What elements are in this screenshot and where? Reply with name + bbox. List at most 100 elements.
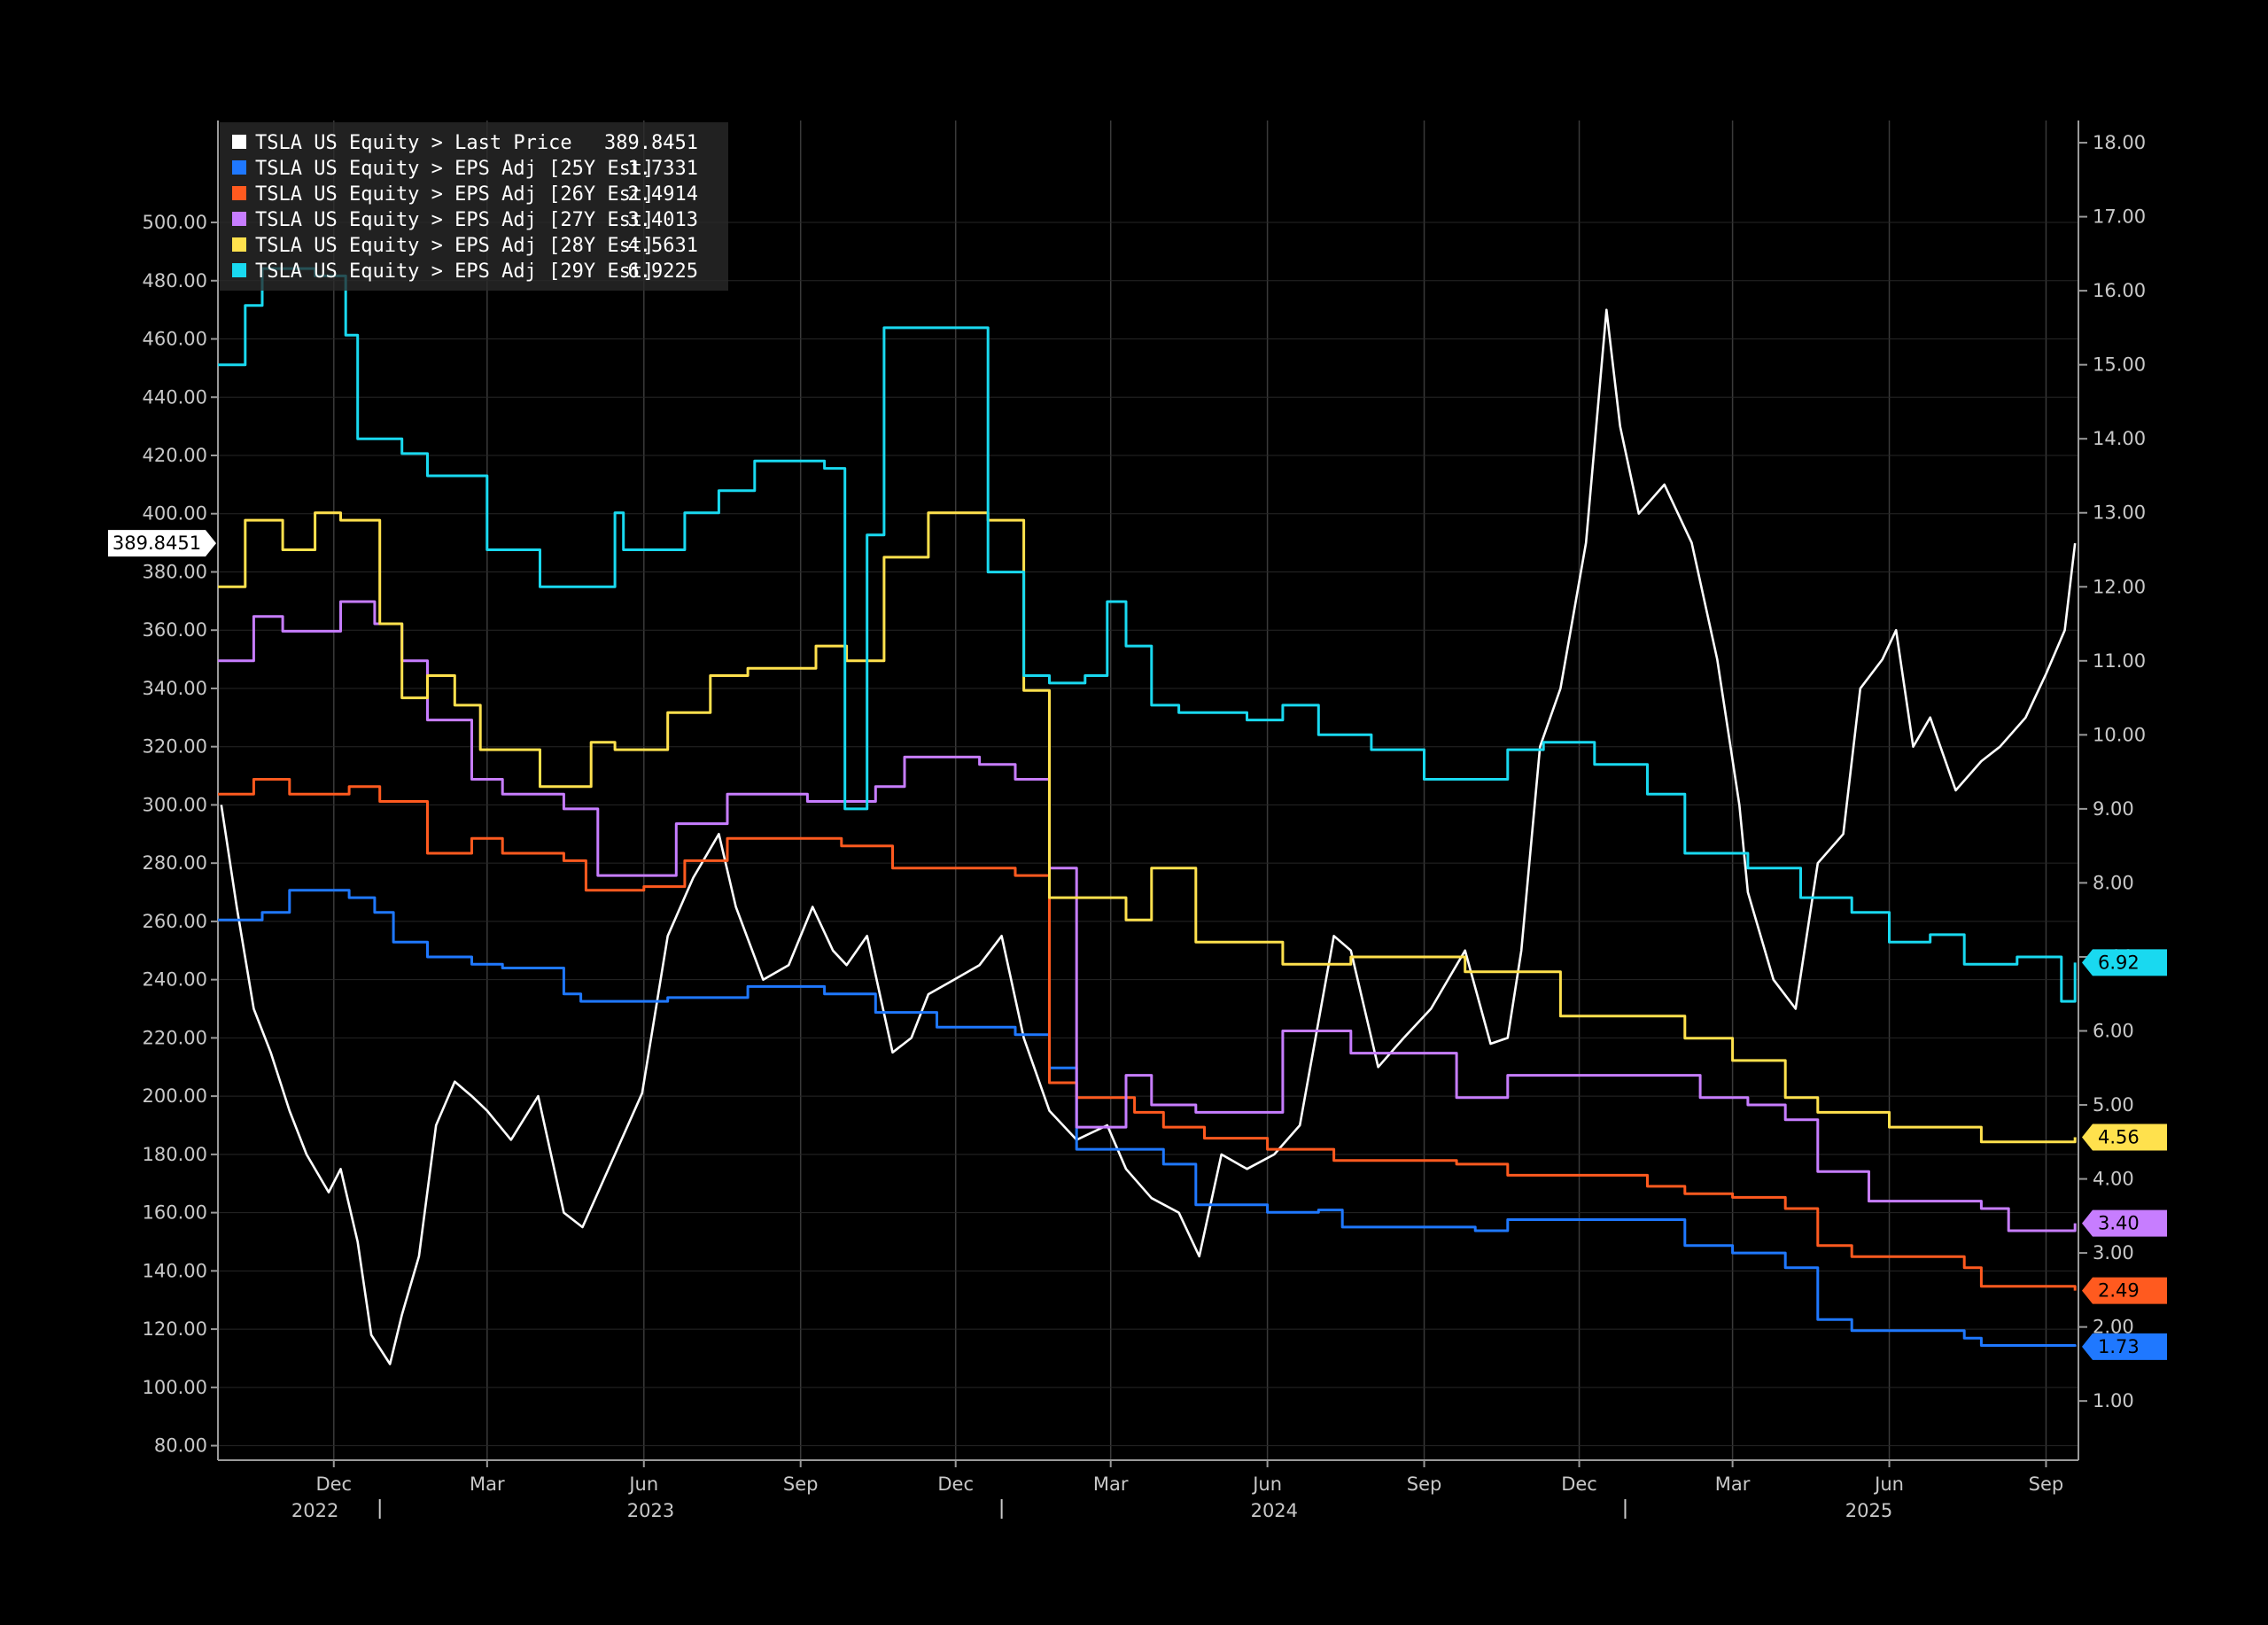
eps-tag-25y: 1.73 xyxy=(2082,1333,2167,1360)
y-left-tick-label: 500.00 xyxy=(143,212,207,233)
eps-tag-27y: 3.40 xyxy=(2082,1209,2167,1237)
y-left-tick-label: 320.00 xyxy=(143,736,207,758)
y-right-tick-label: 18.00 xyxy=(2093,132,2146,153)
eps-tag-label: 2.49 xyxy=(2098,1280,2140,1302)
x-tick-label: Dec xyxy=(937,1473,974,1495)
last-price-tag: 389.8451 xyxy=(108,530,216,557)
legend: TSLA US Equity > Last Price 389.8451 TSLA … xyxy=(220,122,728,291)
eps-tag-box xyxy=(2082,1209,2167,1237)
eps-tag-label: 4.56 xyxy=(2098,1127,2140,1148)
x-year-label: 2025 xyxy=(1845,1500,1892,1521)
y-right-tick-label: 8.00 xyxy=(2093,872,2134,893)
x-tick-label: Dec xyxy=(315,1473,352,1495)
y-left-tick-label: 300.00 xyxy=(143,794,207,815)
last-price-tag-label: 389.8451 xyxy=(113,533,201,554)
eps-tag-label: 1.73 xyxy=(2098,1336,2140,1357)
legend-swatch xyxy=(232,186,246,200)
x-tick-label: Mar xyxy=(470,1473,505,1495)
x-year-label: 2024 xyxy=(1251,1500,1298,1521)
x-year-label: 2022 xyxy=(291,1500,338,1521)
x-tick-label: Jun xyxy=(1873,1473,1904,1495)
y-left-tick-label: 80.00 xyxy=(154,1435,207,1457)
y-left-tick-label: 100.00 xyxy=(143,1377,207,1398)
eps-tag-box xyxy=(2082,1277,2167,1304)
y-left-tick-label: 360.00 xyxy=(143,619,207,641)
y-right-tick-label: 13.00 xyxy=(2093,502,2146,524)
legend-entry-name: TSLA US Equity > EPS Adj [28Y Est] xyxy=(255,235,654,257)
y-right-tick-label: 17.00 xyxy=(2093,206,2146,228)
y-left-tick-label: 400.00 xyxy=(143,503,207,525)
last-price-tag-box xyxy=(108,530,216,557)
y-left-tick-label: 240.00 xyxy=(143,969,207,991)
legend-swatch xyxy=(232,160,246,175)
y-left-tick-label: 460.00 xyxy=(143,329,207,350)
y-left-tick-label: 380.00 xyxy=(143,561,207,582)
x-tick-label: Sep xyxy=(2029,1473,2064,1495)
eps-tag-28y: 4.56 xyxy=(2082,1124,2167,1151)
legend-entry-name: TSLA US Equity > EPS Adj [29Y Est] xyxy=(255,260,654,283)
y-right-tick-label: 3.00 xyxy=(2093,1242,2134,1263)
series-line-eps-29y xyxy=(218,267,2077,1003)
legend-entry-value: 2.4914 xyxy=(628,183,698,206)
y-left-tick-label: 440.00 xyxy=(143,386,207,408)
legend-box xyxy=(220,122,728,291)
series-line-eps-26y xyxy=(218,778,2077,1291)
y-right-tick-label: 1.00 xyxy=(2093,1390,2134,1411)
legend-entry-value: 1.7331 xyxy=(628,158,698,180)
eps-tag-29y: 6.92 xyxy=(2082,949,2167,976)
series-line-eps-28y xyxy=(218,511,2077,1144)
y-right-tick-label: 10.00 xyxy=(2093,724,2146,745)
legend-entry-name: TSLA US Equity > EPS Adj [26Y Est] xyxy=(255,183,654,206)
eps-tag-label: 6.92 xyxy=(2098,952,2140,973)
y-left-tick-label: 480.00 xyxy=(143,270,207,292)
eps-tag-box xyxy=(2082,1333,2167,1360)
y-left-tick-label: 120.00 xyxy=(143,1318,207,1340)
legend-entry-name: TSLA US Equity > EPS Adj [25Y Est] xyxy=(255,158,654,180)
legend-entry-name: TSLA US Equity > EPS Adj [27Y Est] xyxy=(255,209,654,231)
y-right-tick-label: 15.00 xyxy=(2093,354,2146,376)
eps-tag-label: 3.40 xyxy=(2098,1213,2140,1234)
y-right-tick-label: 5.00 xyxy=(2093,1094,2134,1116)
y-right-tick-label: 4.00 xyxy=(2093,1169,2134,1190)
y-left-tick-label: 220.00 xyxy=(143,1027,207,1048)
y-left-tick-label: 420.00 xyxy=(143,445,207,466)
y-right-tick-label: 6.00 xyxy=(2093,1020,2134,1041)
legend-swatch xyxy=(232,212,246,226)
y-right-tick-label: 9.00 xyxy=(2093,798,2134,820)
legend-swatch xyxy=(232,263,246,277)
legend-swatch xyxy=(232,237,246,252)
x-tick-label: Dec xyxy=(1561,1473,1597,1495)
x-tick-label: Jun xyxy=(1251,1473,1282,1495)
legend-entry-value: 4.5631 xyxy=(628,235,698,257)
legend-swatch xyxy=(232,135,246,149)
y-right-tick-label: 14.00 xyxy=(2093,428,2146,449)
y-right-tick-label: 16.00 xyxy=(2093,280,2146,301)
grid-layer xyxy=(218,121,2078,1460)
x-year-label: 2023 xyxy=(627,1500,674,1521)
legend-entry-value: 6.9225 xyxy=(628,260,698,283)
y-left-tick-label: 280.00 xyxy=(143,852,207,874)
y-left-tick-label: 180.00 xyxy=(143,1144,207,1165)
y-right-tick-label: 12.00 xyxy=(2093,576,2146,597)
eps-tag-26y: 2.49 xyxy=(2082,1277,2167,1304)
x-tick-label: Sep xyxy=(1407,1473,1442,1495)
x-tick-label: Mar xyxy=(1093,1473,1129,1495)
y-right-tick-label: 11.00 xyxy=(2093,650,2146,672)
y-left-tick-label: 140.00 xyxy=(143,1260,207,1281)
eps-tag-box xyxy=(2082,1124,2167,1151)
legend-entry-name: TSLA US Equity > Last Price xyxy=(255,132,572,154)
eps-tag-box xyxy=(2082,949,2167,976)
series-layer xyxy=(218,267,2077,1365)
y-left-tick-label: 260.00 xyxy=(143,911,207,932)
x-tick-label: Sep xyxy=(783,1473,819,1495)
x-tick-label: Jun xyxy=(627,1473,658,1495)
axes-layer: Dec Mar Jun Sep Dec Mar Jun Sep Dec Mar Jun Sep 2022… xyxy=(143,121,2146,1521)
y-left-tick-label: 340.00 xyxy=(143,678,207,699)
y-left-tick-label: 160.00 xyxy=(143,1202,207,1224)
series-line-eps-27y xyxy=(218,600,2077,1232)
y-left-tick-label: 200.00 xyxy=(143,1085,207,1107)
legend-entry-value: 389.8451 xyxy=(604,132,698,154)
series-line-last-price xyxy=(220,308,2077,1365)
